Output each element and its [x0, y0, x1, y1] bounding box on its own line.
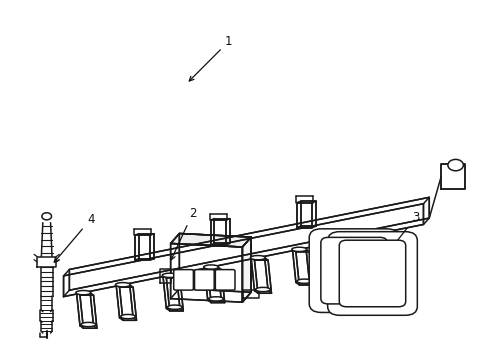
- Ellipse shape: [255, 287, 270, 292]
- Polygon shape: [135, 235, 150, 260]
- Ellipse shape: [250, 256, 265, 260]
- Polygon shape: [179, 234, 251, 292]
- Circle shape: [447, 159, 463, 171]
- Polygon shape: [139, 234, 154, 258]
- FancyBboxPatch shape: [215, 270, 235, 290]
- Text: 2: 2: [171, 207, 196, 260]
- Ellipse shape: [115, 283, 130, 287]
- Polygon shape: [77, 293, 93, 326]
- Ellipse shape: [208, 297, 223, 301]
- Polygon shape: [69, 197, 428, 290]
- FancyBboxPatch shape: [308, 229, 398, 312]
- FancyBboxPatch shape: [173, 270, 193, 290]
- Polygon shape: [440, 165, 465, 189]
- Polygon shape: [242, 237, 251, 302]
- Ellipse shape: [162, 273, 177, 278]
- FancyBboxPatch shape: [327, 232, 416, 315]
- Polygon shape: [63, 204, 423, 297]
- Polygon shape: [207, 270, 224, 303]
- Text: 3: 3: [370, 211, 418, 275]
- Polygon shape: [170, 243, 242, 302]
- Polygon shape: [300, 201, 316, 226]
- Polygon shape: [116, 285, 133, 318]
- Text: 4: 4: [54, 213, 94, 262]
- Ellipse shape: [81, 322, 96, 327]
- Ellipse shape: [167, 305, 182, 309]
- Polygon shape: [296, 203, 312, 228]
- Polygon shape: [166, 278, 183, 311]
- Polygon shape: [214, 219, 229, 243]
- Circle shape: [42, 213, 51, 220]
- Ellipse shape: [76, 291, 91, 295]
- Polygon shape: [210, 220, 225, 245]
- Polygon shape: [119, 287, 136, 320]
- Polygon shape: [204, 267, 221, 300]
- Polygon shape: [295, 252, 312, 285]
- Ellipse shape: [291, 247, 306, 252]
- Polygon shape: [80, 295, 97, 328]
- FancyBboxPatch shape: [194, 270, 214, 290]
- Polygon shape: [292, 249, 309, 283]
- FancyBboxPatch shape: [320, 237, 386, 304]
- Polygon shape: [170, 234, 251, 247]
- Text: 1: 1: [189, 35, 232, 81]
- Ellipse shape: [121, 314, 135, 319]
- Polygon shape: [163, 275, 180, 309]
- FancyBboxPatch shape: [339, 240, 405, 307]
- Polygon shape: [254, 260, 271, 293]
- Ellipse shape: [203, 265, 218, 269]
- Polygon shape: [251, 258, 267, 291]
- Ellipse shape: [296, 279, 311, 283]
